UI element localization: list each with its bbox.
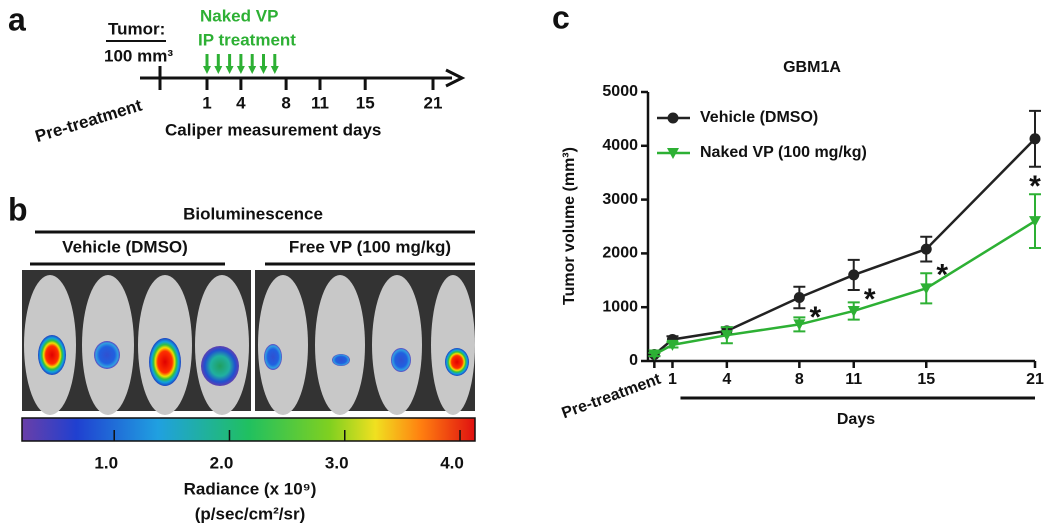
marker	[648, 349, 661, 361]
treatment-arrowhead	[270, 66, 279, 74]
y-tick-label: 3000	[602, 191, 638, 208]
marker	[920, 243, 932, 255]
colorbar-tick-label: 4.0	[440, 453, 464, 472]
chart: GBM1A Tumor volume (mm³) Days 0 1000 2000 3…	[560, 59, 1044, 428]
start-label: Pre-treatment	[33, 96, 145, 147]
day-label: 4	[236, 93, 246, 112]
x-tick-label: 15	[917, 371, 935, 388]
group-label: Vehicle (DMSO)	[62, 237, 188, 256]
x-tick-label: 4	[722, 371, 731, 388]
marker	[847, 305, 860, 317]
panel-label: c	[552, 0, 570, 35]
imaging: Bioluminescence Vehicle (DMSO) Free VP (…	[21, 204, 476, 523]
treatment-arrowhead	[248, 66, 257, 74]
chart-title: GBM1A	[783, 59, 841, 76]
y-tick-label: 4000	[602, 137, 638, 154]
colorbar-tick-label: 3.0	[325, 453, 349, 472]
day-label: 11	[311, 93, 329, 112]
treatment-arrowhead	[259, 66, 268, 74]
y-tick-label: 1000	[602, 298, 638, 315]
treatment-arrowhead	[203, 66, 211, 74]
mice	[24, 275, 475, 415]
marker	[793, 292, 805, 304]
marker	[1029, 133, 1041, 145]
tumor-label: Tumor:	[108, 19, 165, 38]
colorbar	[21, 417, 476, 442]
treatment-label: Naked VP	[200, 6, 278, 25]
arrowhead	[445, 68, 466, 88]
legend-marker	[667, 148, 679, 159]
imaging-title: Bioluminescence	[183, 204, 323, 223]
x-axis-label: Days	[837, 411, 875, 428]
y-axis-label: Tumor volume (mm³)	[561, 147, 578, 305]
day-label: 21	[424, 93, 443, 112]
significance-mark: *	[810, 301, 822, 334]
significance-mark: *	[1029, 170, 1041, 203]
y-tick-label: 2000	[602, 245, 638, 262]
timeline: Tumor: 100 mm³ Naked VP IP treatment Pre…	[33, 6, 466, 147]
treatment-arrowhead	[225, 66, 234, 74]
panel-label: a	[8, 1, 26, 37]
treatment-arrowhead	[214, 66, 223, 74]
legend-marker	[667, 112, 679, 124]
colorbar-tick-label: 2.0	[210, 453, 234, 472]
x-tick-label: 1	[668, 371, 677, 388]
marker	[793, 319, 806, 331]
marker	[920, 283, 933, 295]
group-label: Free VP (100 mg/kg)	[289, 237, 451, 256]
series-line	[653, 137, 1036, 356]
colorbar-unit: (p/sec/cm²/sr)	[195, 504, 306, 523]
day-label: 15	[356, 93, 375, 112]
panel-labels: a b c	[8, 0, 570, 227]
significance-mark: *	[864, 283, 876, 316]
significance-mark: *	[936, 259, 948, 292]
panel-label: b	[8, 191, 28, 227]
day-label: 8	[281, 93, 290, 112]
treatment-arrowhead	[236, 66, 245, 74]
marker	[1029, 216, 1041, 228]
signals	[38, 335, 469, 386]
marker	[666, 339, 679, 351]
tumor-size: 100 mm³	[104, 46, 173, 65]
x-tick-label: 21	[1026, 371, 1044, 388]
colorbar-label: Radiance (x 10⁹)	[184, 479, 317, 498]
legend-label: Vehicle (DMSO)	[700, 109, 818, 126]
marker	[848, 269, 860, 281]
y-tick-label: 0	[629, 352, 638, 369]
x-tick-label: 11	[845, 371, 862, 388]
x-tick-label: Pre-treatment	[560, 371, 664, 423]
legend-label: Naked VP (100 mg/kg)	[700, 144, 867, 161]
x-tick-label: 8	[795, 371, 804, 388]
y-tick-label: 5000	[602, 83, 638, 100]
marker	[720, 330, 733, 342]
axis-label: Caliper measurement days	[165, 120, 381, 139]
day-label: 1	[202, 93, 211, 112]
colorbar-tick-label: 1.0	[94, 453, 118, 472]
treatment-label: IP treatment	[198, 30, 296, 49]
